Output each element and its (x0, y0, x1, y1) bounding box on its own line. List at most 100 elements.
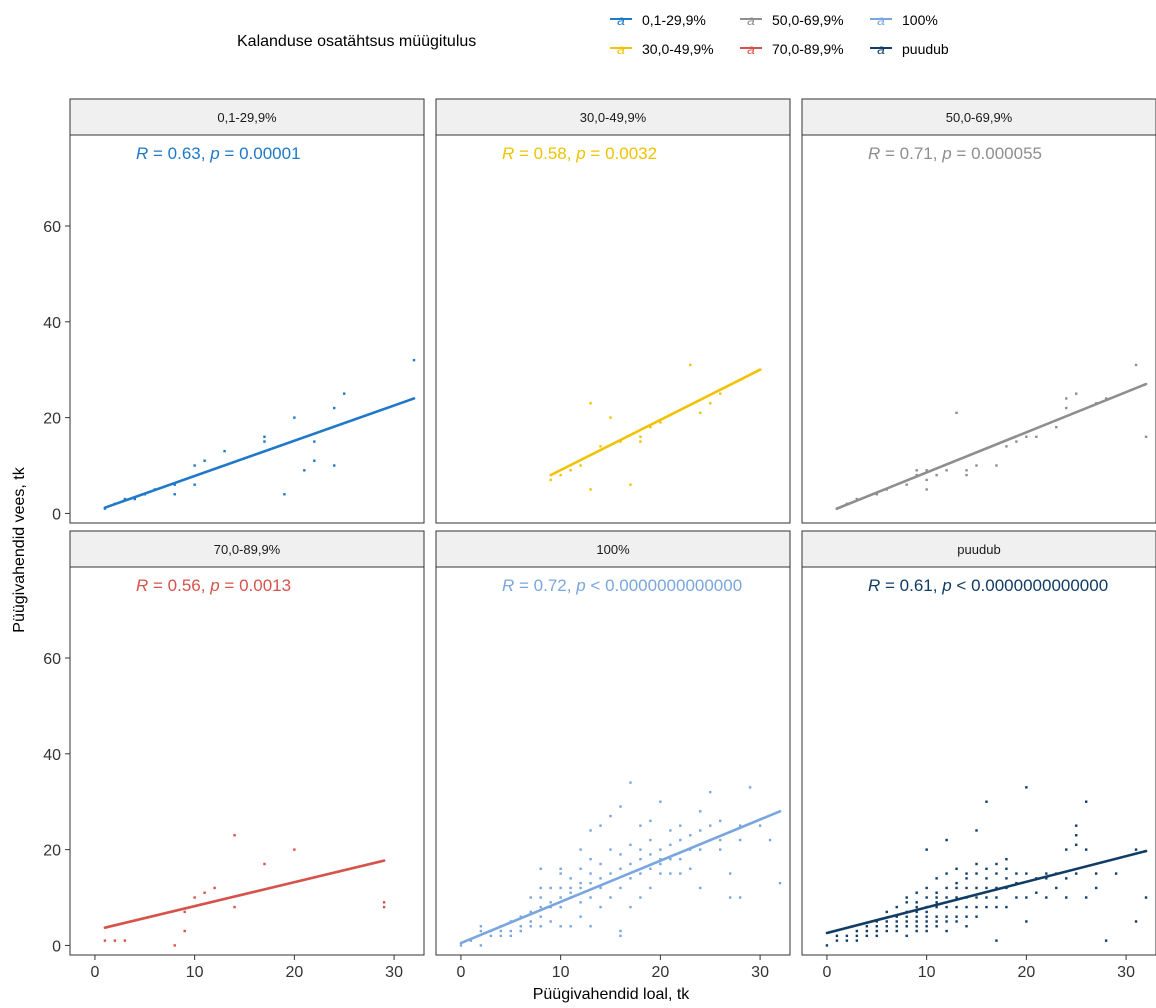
annotation-R: 0.71 (900, 144, 933, 163)
data-point (925, 848, 928, 851)
data-point (639, 857, 642, 861)
data-point (945, 886, 948, 890)
data-point (1094, 872, 1098, 875)
data-point (975, 896, 978, 899)
data-point (699, 810, 702, 813)
data-point (975, 886, 978, 890)
annotation-text: R (502, 576, 514, 595)
data-point (995, 872, 998, 875)
data-point (283, 493, 286, 496)
data-point (935, 905, 938, 909)
data-point (935, 925, 938, 928)
facet-strip (801, 98, 1156, 136)
data-point (955, 881, 958, 885)
data-point (529, 925, 532, 928)
data-point (619, 886, 622, 890)
data-point (133, 497, 137, 501)
annotation-text: R (136, 144, 148, 163)
facet-panel: 70,0-89,9% R = 0.56, p = 0.0013 0 20 40 60 0 10… (43, 530, 425, 981)
regression-line (103, 859, 386, 929)
data-point (193, 896, 196, 899)
data-point (649, 838, 652, 842)
data-point (539, 886, 542, 890)
data-point (649, 867, 652, 870)
data-point (343, 392, 346, 395)
data-point (669, 843, 672, 847)
data-point (1075, 834, 1078, 837)
data-point (945, 915, 948, 918)
data-point (709, 824, 712, 827)
data-point (709, 402, 712, 405)
facet-strip-label: 30,0-49,9% (580, 110, 647, 125)
annotation-text: , (567, 144, 576, 163)
facet-panel: puudub R = 0.61, p < 0.0000000000000 0 10 20… (801, 530, 1156, 981)
data-point (1084, 848, 1088, 851)
legend-item: a 100% (870, 12, 938, 28)
data-point (955, 867, 958, 870)
data-point (659, 848, 662, 851)
data-point (699, 848, 702, 851)
y-tick-label: 60 (43, 651, 61, 668)
data-point (738, 896, 742, 899)
data-point (619, 867, 622, 870)
facet-panel: 30,0-49,9% R = 0.58, p = 0.0032 (435, 98, 791, 524)
data-point (985, 905, 988, 909)
data-point (519, 925, 522, 928)
facet-panel: 50,0-69,9% R = 0.71, p = 0.000055 (801, 98, 1156, 524)
data-point (649, 886, 652, 890)
data-point (589, 925, 592, 928)
data-point (845, 934, 849, 938)
data-point (915, 901, 918, 904)
data-point (629, 781, 632, 784)
data-point (718, 848, 722, 851)
data-point (865, 925, 869, 928)
regression-line (103, 397, 416, 509)
data-point (263, 862, 266, 866)
annotation-text: p (209, 144, 219, 163)
data-point (965, 886, 968, 890)
data-point (539, 867, 542, 870)
x-tick-label: 10 (186, 964, 204, 981)
facet-strip (801, 530, 1156, 568)
data-point (955, 915, 958, 918)
data-point (539, 915, 542, 918)
data-point (915, 469, 918, 472)
facet-plot-area (69, 566, 425, 956)
data-point (935, 901, 938, 904)
data-point (1005, 877, 1008, 880)
data-point (579, 915, 582, 918)
data-point (649, 853, 652, 856)
data-point (995, 905, 998, 909)
data-point (1134, 363, 1138, 367)
data-point (1065, 848, 1068, 851)
facet-plot-area (801, 566, 1156, 956)
data-point (1035, 891, 1038, 894)
data-point (293, 848, 296, 851)
data-point (699, 411, 702, 415)
y-tick-label: 60 (43, 219, 61, 236)
data-point (915, 925, 918, 928)
data-point (995, 939, 998, 942)
data-point (895, 905, 898, 909)
data-point (895, 925, 898, 928)
data-point (895, 929, 898, 933)
legend-key-glyph: a (617, 41, 625, 57)
data-point (1015, 440, 1018, 443)
data-point (559, 872, 562, 875)
facet-strip-label: 0,1-29,9% (217, 110, 277, 125)
x-tick-label: 20 (651, 964, 669, 981)
data-point (333, 406, 336, 410)
data-point (875, 493, 878, 496)
facet-panel: 0,1-29,9% R = 0.63, p = 0.00001 0 20 40 60 (43, 98, 425, 524)
data-point (579, 867, 582, 870)
facet-strip (435, 98, 791, 136)
annotation-p: 0.0000000000000 (605, 576, 742, 595)
data-point (885, 929, 888, 933)
annotation-text: , (567, 576, 576, 595)
data-point (559, 886, 562, 890)
legend-item: a 70,0-89,9% (740, 41, 844, 57)
x-tick-label: 20 (285, 964, 303, 981)
x-tick-label: 10 (918, 964, 936, 981)
facet-strip-label: 100% (596, 542, 630, 557)
data-point (659, 800, 662, 803)
